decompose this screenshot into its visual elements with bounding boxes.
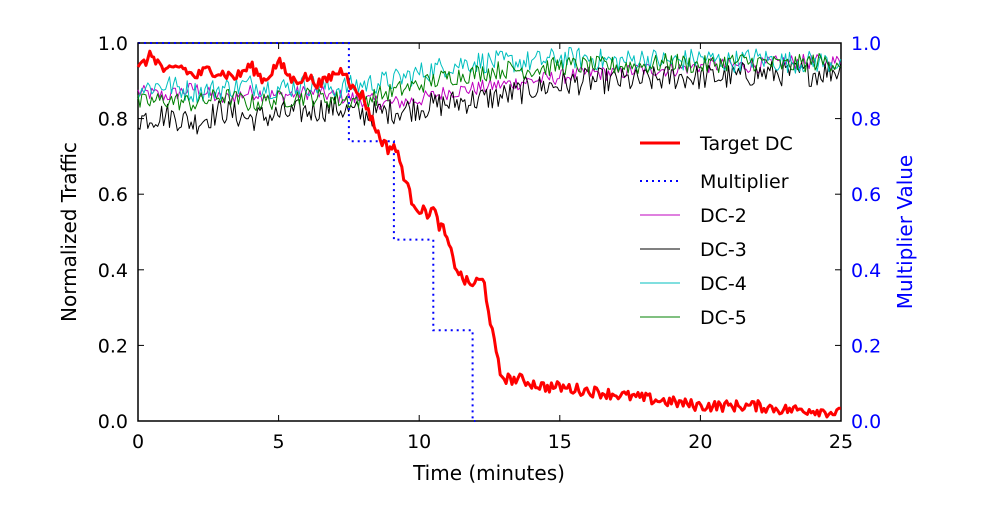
legend-label-dc5: DC-5 <box>700 307 747 329</box>
axes-layer: 0 5 10 15 20 250.00.20.40.60.81.00.00.20.40.6… <box>98 33 881 453</box>
legend: Target DC Multiplier DC-2 DC-3 DC-4 DC-5 <box>640 133 793 329</box>
y-tick-label-left: 0.8 <box>98 109 128 131</box>
y-tick-label-left: 0.0 <box>98 411 128 433</box>
series-line-dc5 <box>137 53 841 112</box>
y-tick-label-left: 0.4 <box>98 260 128 282</box>
x-tick-label: 15 <box>548 431 572 453</box>
legend-label-target: Target DC <box>699 133 793 155</box>
y-axis-left-title: Normalized Traffic <box>57 142 81 322</box>
x-tick-label: 10 <box>407 431 431 453</box>
y-tick-label-left: 1.0 <box>98 33 128 55</box>
x-tick-label: 0 <box>132 431 144 453</box>
plot-frame <box>137 42 842 422</box>
y-tick-label-left: 0.2 <box>98 335 128 357</box>
x-tick-label: 20 <box>688 431 712 453</box>
legend-label-multiplier: Multiplier <box>700 171 789 193</box>
y-tick-label-left: 0.6 <box>98 184 128 206</box>
y-axis-right-title: Multiplier Value <box>893 155 917 310</box>
legend-label-dc4: DC-4 <box>700 273 747 295</box>
legend-label-dc3: DC-3 <box>700 239 747 261</box>
y-tick-label-right: 0.4 <box>851 260 881 282</box>
x-axis-title: Time (minutes) <box>412 461 565 485</box>
legend-label-dc2: DC-2 <box>700 205 747 227</box>
series-line-dc4 <box>137 47 842 104</box>
y-tick-label-right: 0.6 <box>851 184 881 206</box>
x-tick-label: 5 <box>273 431 285 453</box>
series-layer <box>136 42 842 422</box>
y-tick-label-right: 0.8 <box>851 109 881 131</box>
y-tick-label-right: 0.2 <box>851 335 881 357</box>
series-line-multiplier <box>138 42 476 422</box>
series-line-dc3 <box>137 60 842 135</box>
series-line-target <box>136 49 841 419</box>
y-tick-label-right: 1.0 <box>851 33 881 55</box>
x-tick-label: 25 <box>829 431 853 453</box>
y-tick-label-right: 0.0 <box>851 411 881 433</box>
